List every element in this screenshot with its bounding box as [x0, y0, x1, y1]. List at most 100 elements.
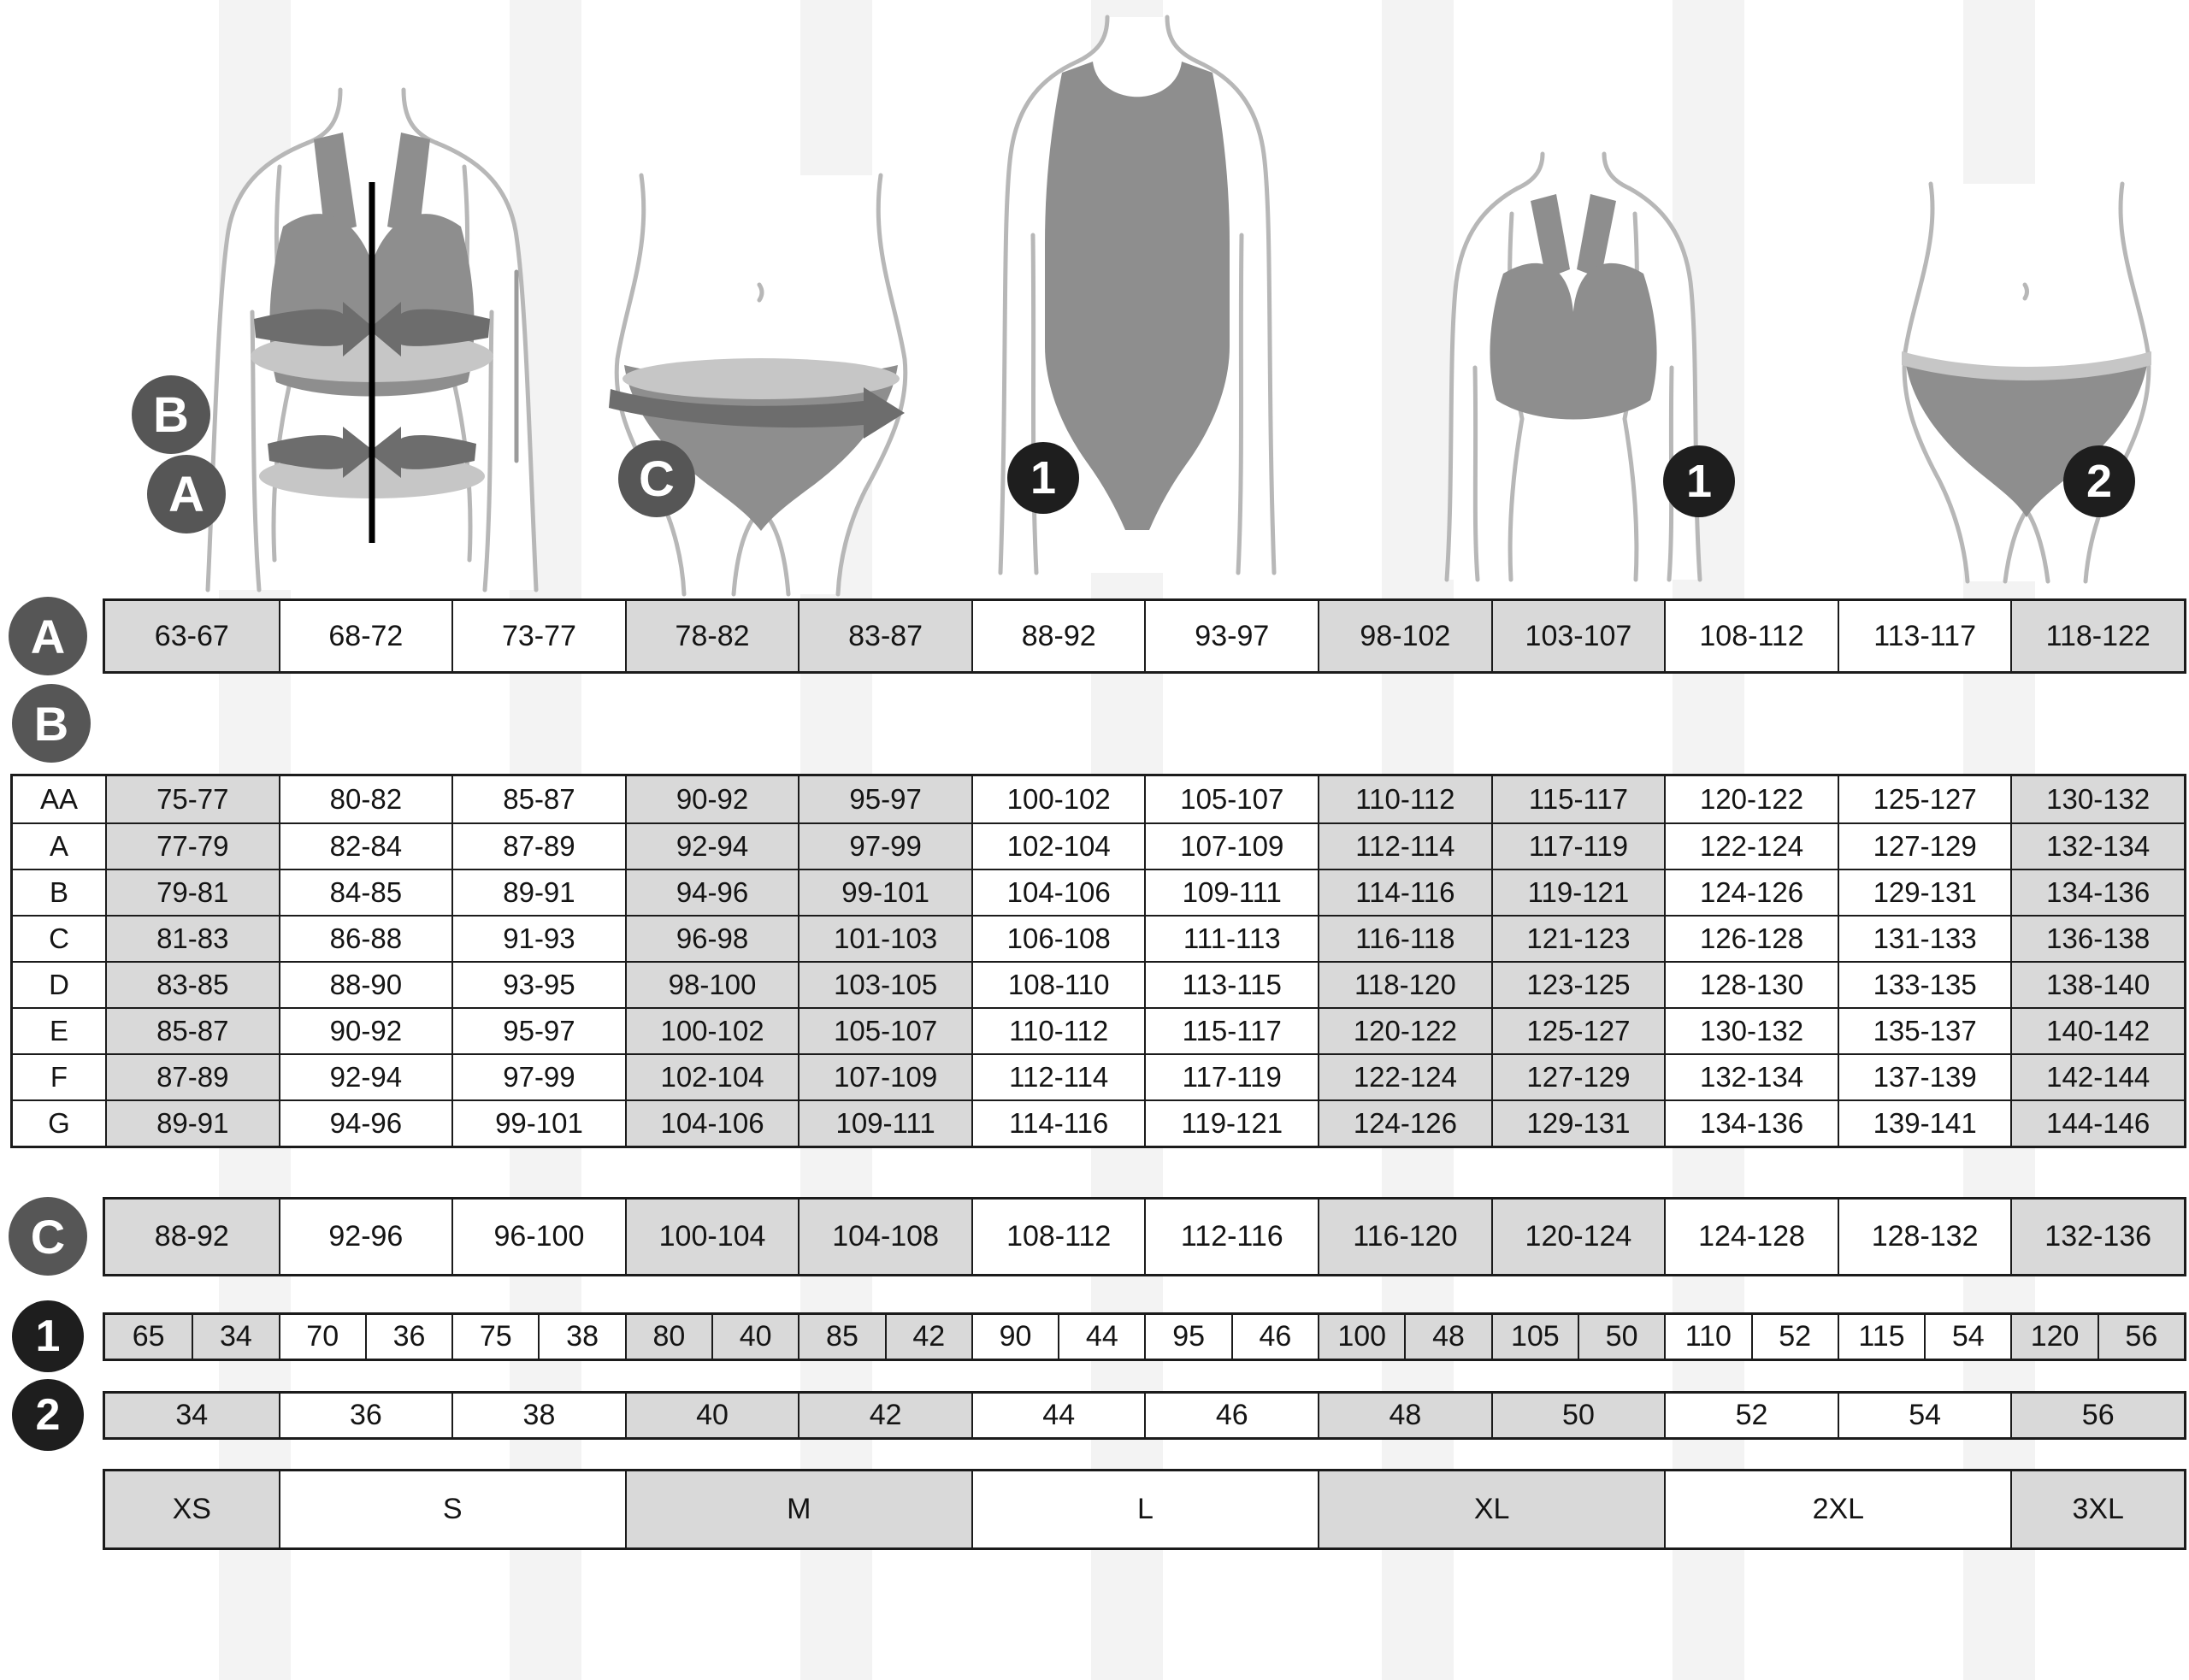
size-label-cell: M [624, 1471, 971, 1547]
cup-range-cell: 99-101 [451, 1101, 625, 1146]
underbust-range-cell: 68-72 [278, 601, 452, 671]
cup-range-cell: 130-132 [1664, 1009, 1838, 1053]
bra-size-cell: 80 [624, 1315, 712, 1359]
cup-range-cell: 87-89 [451, 824, 625, 869]
cup-range-cell: 94-96 [624, 870, 799, 915]
bra-size-badge [1663, 445, 1735, 517]
cup-size-row: E 85-87 90-92 95-97 100-102 105-107 110-112 115… [13, 1007, 2184, 1053]
underbust-range-cell: 103-107 [1490, 601, 1665, 671]
bra-size-cell: 85 [798, 1315, 885, 1359]
bra-size-cell: 110 [1664, 1315, 1751, 1359]
underbust-range-cell: 93-97 [1144, 601, 1319, 671]
cup-range-cell: 127-129 [1490, 1055, 1665, 1099]
bra-size-row: 65 34 70 36 75 38 80 40 85 42 90 44 95 46 100 48 105 50 11… [103, 1312, 2186, 1361]
cup-range-cell: 77-79 [105, 824, 279, 869]
cup-range-cell: 112-114 [1318, 824, 1491, 869]
bra-size-cell: 52 [1750, 1315, 1838, 1359]
hips-range-cell: 96-100 [451, 1200, 625, 1274]
bust-figure-badge [132, 375, 210, 454]
underbust-range-cell: 63-67 [105, 601, 279, 671]
cup-letter-cell: A [13, 824, 105, 869]
cup-size-row: A 77-79 82-84 87-89 92-94 97-99 102-104 107-109… [13, 822, 2184, 869]
cup-range-cell: 124-126 [1318, 1101, 1491, 1146]
underbust-range-cell: 98-102 [1318, 601, 1491, 671]
cup-range-cell: 97-99 [451, 1055, 625, 1099]
cup-range-cell: 120-122 [1664, 776, 1838, 822]
cup-range-cell: 110-112 [1318, 776, 1491, 822]
panty-size-row: 34 36 38 40 42 44 46 48 50 52 54 56 [103, 1391, 2186, 1440]
cup-range-cell: 96-98 [624, 917, 799, 961]
cup-range-cell: 125-127 [1837, 776, 2011, 822]
cup-range-cell: 118-120 [1318, 963, 1491, 1007]
hips-range-cell: 124-128 [1664, 1200, 1838, 1274]
cup-range-cell: 81-83 [105, 917, 279, 961]
cup-range-cell: 114-116 [1318, 870, 1491, 915]
cup-range-cell: 132-134 [1664, 1055, 1838, 1099]
bra-size-cell: 75 [451, 1315, 539, 1359]
cup-letter-cell: E [13, 1009, 105, 1053]
hips-figure-badge [618, 440, 695, 517]
panty-size-marker-badge: 2 [12, 1379, 84, 1451]
cup-range-cell: 75-77 [105, 776, 279, 822]
panty-size-cell: 44 [971, 1394, 1145, 1437]
hips-marker-badge: C [9, 1197, 87, 1276]
cup-range-cell: 117-119 [1490, 824, 1665, 869]
cup-range-cell: 98-100 [624, 963, 799, 1007]
bra-measurement-figure: B A [132, 87, 539, 592]
underbust-range-cell: 118-122 [2010, 601, 2184, 671]
cup-size-row: AA 75-77 80-82 85-87 90-92 95-97 100-102 105-10… [13, 776, 2184, 822]
cup-range-cell: 94-96 [278, 1101, 452, 1146]
hips-range-cell: 104-108 [798, 1200, 971, 1274]
cup-range-cell: 102-104 [624, 1055, 799, 1099]
cup-range-cell: 112-114 [971, 1055, 1145, 1099]
panty-size-cell: 34 [105, 1394, 279, 1437]
bust-figure-badge-label: B [153, 387, 189, 443]
cup-range-cell: 127-129 [1837, 824, 2011, 869]
bra-size-cell: 50 [1577, 1315, 1665, 1359]
bra-size-cell: 105 [1490, 1315, 1578, 1359]
cup-range-cell: 102-104 [971, 824, 1145, 869]
underbust-figure-badge-label: A [168, 467, 204, 522]
cup-range-cell: 119-121 [1144, 1101, 1319, 1146]
cup-range-cell: 124-126 [1664, 870, 1838, 915]
panty-size-cell: 40 [624, 1394, 799, 1437]
cup-size-row: G 89-91 94-96 99-101 104-106 109-111 114-116 11… [13, 1099, 2184, 1146]
cup-range-cell: 90-92 [278, 1009, 452, 1053]
cup-letter-cell: B [13, 870, 105, 915]
bra-size-cell: 90 [971, 1315, 1059, 1359]
cup-range-cell: 113-115 [1144, 963, 1319, 1007]
underbust-range-cell: 83-87 [798, 601, 971, 671]
bra-size-cell: 46 [1230, 1315, 1319, 1359]
bra-size-cell: 54 [1924, 1315, 2011, 1359]
hips-range-cell: 108-112 [971, 1200, 1145, 1274]
panty-size-cell: 56 [2010, 1394, 2184, 1437]
cup-range-cell: 115-117 [1144, 1009, 1319, 1053]
cup-range-cell: 130-132 [2010, 776, 2184, 822]
cup-range-cell: 110-112 [971, 1009, 1145, 1053]
cup-letter-cell: D [13, 963, 105, 1007]
cup-range-cell: 89-91 [451, 870, 625, 915]
bodysuit-size-badge-label: 1 [1030, 452, 1056, 504]
cup-range-cell: 116-118 [1318, 917, 1491, 961]
cup-range-cell: 95-97 [451, 1009, 625, 1053]
size-label-cell: XL [1318, 1471, 1665, 1547]
underbust-range-cell: 78-82 [624, 601, 799, 671]
cup-range-cell: 99-101 [798, 870, 971, 915]
cup-range-cell: 132-134 [2010, 824, 2184, 869]
cup-letter-cell: F [13, 1055, 105, 1099]
underbust-figure-badge [147, 455, 226, 533]
cup-range-cell: 101-103 [798, 917, 971, 961]
cup-range-cell: 128-130 [1664, 963, 1838, 1007]
cup-range-cell: 85-87 [451, 776, 625, 822]
cup-range-cell: 107-109 [798, 1055, 971, 1099]
cup-range-cell: 108-110 [971, 963, 1145, 1007]
bra-size-badge-label: 1 [1686, 456, 1712, 507]
panty-size-cell: 42 [798, 1394, 971, 1437]
cup-range-cell: 90-92 [624, 776, 799, 822]
cup-range-cell: 123-125 [1490, 963, 1665, 1007]
cup-size-row: F 87-89 92-94 97-99 102-104 107-109 112-114 117… [13, 1053, 2184, 1099]
panty-size-cell: 38 [451, 1394, 625, 1437]
hips-figure-badge-label: C [639, 451, 675, 507]
cup-range-cell: 88-90 [278, 963, 452, 1007]
bra-size-cell: 42 [884, 1315, 971, 1359]
